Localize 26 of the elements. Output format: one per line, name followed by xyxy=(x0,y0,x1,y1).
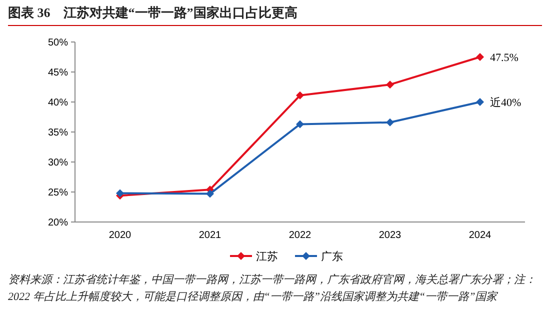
legend-label: 广东 xyxy=(321,250,343,263)
y-tick-label: 45% xyxy=(48,68,68,78)
x-tick-label: 2024 xyxy=(468,230,492,241)
point xyxy=(476,53,484,61)
point xyxy=(296,120,304,128)
y-tick-label: 50% xyxy=(48,38,68,48)
point xyxy=(386,118,394,126)
y-tick-label: 25% xyxy=(48,188,68,198)
x-tick-label: 2023 xyxy=(378,230,402,241)
point xyxy=(296,91,304,100)
legend-label: 江苏 xyxy=(256,250,278,263)
point xyxy=(206,190,214,198)
text: 资料来源：江苏省统计年鉴，中国一带一路网，江苏一带一路网，广东省政府官网，海关总署广东分署；注：2022 年占比上升幅度较大，可能是口径调整原因，由“一带一路”沿线国家调整为共建“一带一路”国家 xyxy=(8,272,537,305)
point xyxy=(476,98,484,106)
chart-title: 图表 36 江苏对共建“一带一路”国家出口占比更高 xyxy=(8,4,542,26)
point xyxy=(386,80,394,89)
y-tick-label: 20% xyxy=(48,218,68,228)
point xyxy=(116,189,124,198)
data-label: 近40% xyxy=(490,96,522,109)
y-tick-label: 35% xyxy=(48,128,68,138)
y-tick-label: 30% xyxy=(48,158,68,168)
x-tick-label: 2021 xyxy=(198,230,222,241)
y-tick-label: 40% xyxy=(48,98,68,108)
data-label: 47.5% xyxy=(490,52,518,64)
x-tick-label: 2022 xyxy=(288,230,312,241)
x-tick-label: 2020 xyxy=(108,230,132,241)
